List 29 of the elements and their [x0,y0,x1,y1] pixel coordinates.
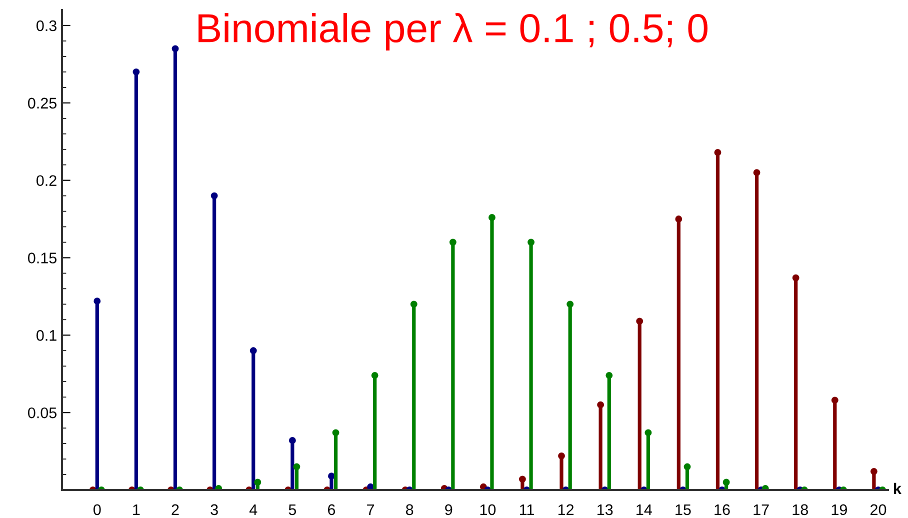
x-tick-label: 9 [445,504,452,516]
x-tick-label: 5 [288,504,296,516]
y-tick-label: 0.2 [36,175,56,186]
x-tick-label: 4 [249,504,258,515]
x-tick-label: 16 [714,504,730,516]
x-tick-label: 12 [558,504,574,515]
y-tick-label: 0.3 [36,20,56,32]
x-tick-label: 20 [870,504,886,516]
y-tick-label: 0.15 [28,252,56,264]
x-axis-title: k [894,482,902,494]
x-tick-label: 11 [520,504,534,515]
x-tick-label: 2 [172,504,179,515]
x-tick-label: 13 [598,504,613,516]
y-tick-label: 0.25 [28,98,56,109]
x-tick-label: 14 [636,504,652,515]
x-tick-label: 7 [367,504,374,515]
x-tick-label: 3 [210,504,218,516]
x-tick-label: 15 [676,504,691,516]
x-tick-label: 19 [832,504,847,516]
chart-title: Binomiale per λ = 0.1 ; 0.5; 0 [198,12,708,50]
x-tick-label: 1 [133,504,140,515]
x-tick-label: 8 [406,504,414,516]
y-tick-label: 0.05 [28,407,56,418]
x-tick-label: 18 [792,504,808,516]
x-tick-label: 10 [480,504,496,516]
x-tick-label: 0 [94,504,101,516]
y-tick-label: 0.1 [36,330,56,341]
x-tick-label: 17 [754,504,769,515]
x-tick-label: 6 [328,504,336,516]
